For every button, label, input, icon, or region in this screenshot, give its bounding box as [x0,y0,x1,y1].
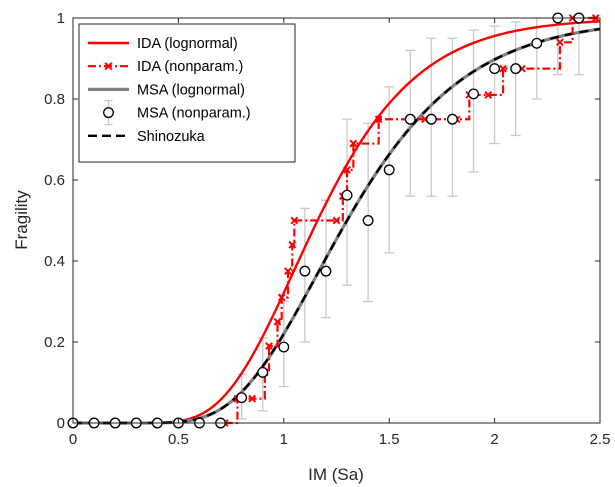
x-marker-stroke [265,342,273,350]
legend-label: IDA (nonparam.) [137,59,243,75]
x-tick-label: 1.5 [379,431,400,448]
x-marker-stroke [248,394,257,403]
x-marker-stroke [343,165,351,174]
data-point-circle [510,63,522,75]
data-point-x-marker [374,115,383,124]
x-tick-label: 2.5 [590,431,611,448]
data-point-circle [489,63,501,75]
error-bar [510,21,521,137]
x-axis-label: IM (Sa) [308,465,364,484]
data-point-x-marker [248,394,257,403]
data-point-x-marker [499,64,507,73]
legend: IDA (lognormal) IDA (nonparam.) MSA (logno… [78,23,296,163]
legend-box [78,23,296,163]
data-point-circle [404,113,416,125]
x-marker-stroke [484,91,493,99]
y-tick-label: 0.4 [44,253,65,270]
data-point-x-marker [290,216,299,225]
x-marker-stroke [288,240,297,249]
y-tick-label: 1 [57,10,65,27]
data-point-x-marker [273,317,282,326]
data-point-circle [236,392,248,404]
legend-label: IDA (lognormal) [137,36,238,52]
y-tick-label: 0.6 [44,172,65,189]
data-point-circle [278,341,290,353]
data-point-circle [531,37,543,49]
data-point-circle [257,366,269,378]
x-marker-stroke [284,267,292,276]
x-tick-label: 2 [490,431,498,448]
y-tick-label: 0.8 [44,91,65,108]
x-marker-stroke [273,317,282,326]
error-bar [468,29,479,173]
legend-label: MSA (lognormal) [137,82,245,98]
data-point-x-marker [484,91,493,99]
data-point-x-marker [332,216,341,225]
data-point-circle [299,265,311,277]
legend-item: MSA (lognormal) [88,82,245,98]
data-point-circle [320,265,332,277]
x-marker-stroke [349,139,358,148]
series-line-ida-nonparam [224,16,596,425]
legend-item: IDA (lognormal) [88,36,238,52]
data-point-x-marker [556,38,564,47]
legend-circle-marker [103,107,114,119]
legend-item: IDA (nonparam.) [88,59,243,75]
y-tick-label: 0.2 [44,334,65,351]
y-tick-label: 0 [57,415,65,432]
x-marker-stroke [499,64,507,73]
axes-box [72,17,601,424]
legend-item: MSA (nonparam.) [103,99,251,126]
x-marker-stroke [332,216,341,225]
data-point-circle [446,113,458,125]
data-point-x-marker [343,165,351,174]
series-line-shinozuka [73,27,601,425]
data-point-x-marker [277,293,286,302]
error-bar [363,122,374,303]
x-marker-stroke [290,216,299,225]
data-point-circle [341,189,353,201]
data-point-circle [468,88,479,100]
data-point-x-marker [288,240,297,249]
data-point-circle [383,164,395,176]
x-marker-stroke [556,38,564,47]
error-bar [489,25,500,145]
data-point-x-marker [349,139,358,148]
axes: 0 0.5 1 1.5 2 2.5 0 0.2 0.4 0.6 0.8 1 [44,10,610,448]
x-tick-label: 1 [280,431,288,448]
x-tick-label: 0 [69,431,77,448]
data-point-x-marker [265,342,273,350]
x-marker-stroke [277,293,286,302]
x-marker-stroke [374,115,383,124]
error-bar [342,118,353,286]
legend-item: Shinozuka [88,129,206,145]
legend-x-marker [104,62,113,71]
data-point-circle [425,113,437,125]
legend-label: Shinozuka [137,129,206,145]
legend-label: MSA (nonparam.) [137,106,251,122]
x-tick-label: 0.5 [168,431,189,448]
data-point-x-marker [284,267,292,276]
data-point-circle [362,215,374,226]
y-axis-label: Fragility [12,190,31,250]
